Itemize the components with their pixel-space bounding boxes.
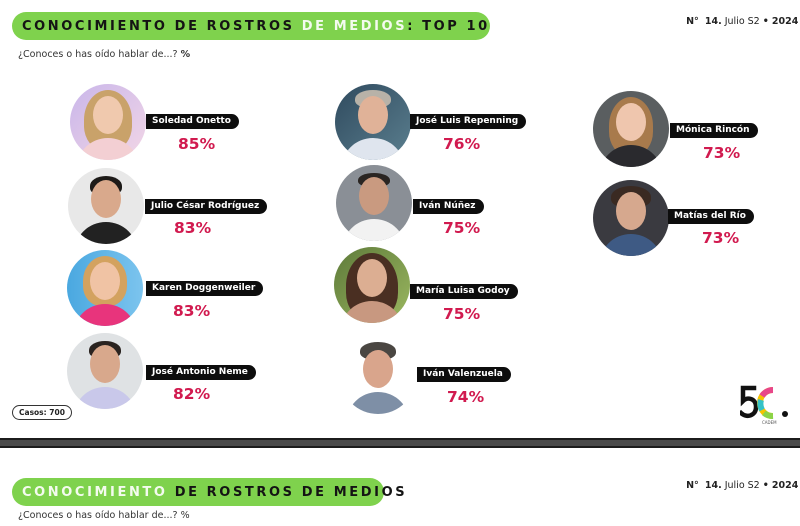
question-unit: % — [180, 49, 191, 60]
person-value: 75% — [443, 305, 481, 323]
question-text: ¿Conoces o has oído hablar de...? — [18, 49, 178, 60]
issue-prefix: N° — [686, 16, 699, 27]
issue-year: 2024 — [771, 480, 799, 491]
title-part: CONOCIMIENTO — [22, 484, 175, 500]
person-name: Iván Valenzuela — [417, 367, 511, 382]
person-photo — [340, 338, 416, 414]
person-photo — [334, 247, 410, 323]
slide-rostros: CONOCIMIENTO DE ROSTROS DE MEDIOS ¿Conoc… — [0, 449, 800, 526]
issue-period: Julio S2 — [724, 16, 760, 27]
issue-dot: • — [762, 480, 769, 491]
person-value: 74% — [447, 388, 485, 406]
person-name: José Antonio Neme — [146, 365, 256, 380]
title-part: DE MEDIOS — [301, 18, 408, 34]
person-name: María Luisa Godoy — [410, 284, 518, 299]
issue-prefix: N° — [686, 480, 699, 491]
sample-size-badge: Casos: 700 — [12, 405, 72, 420]
title-banner: CONOCIMIENTO DE ROSTROS DE MEDIOS: TOP 1… — [12, 12, 490, 40]
person-value: 73% — [702, 229, 740, 247]
person-photo — [67, 333, 143, 409]
issue-dot: • — [762, 16, 769, 27]
title-part: : TOP 10 — [407, 18, 490, 34]
issue-info: N° 14. Julio S2 • 2024 — [674, 469, 798, 502]
question-subtitle: ¿Conoces o has oído hablar de...? % — [18, 510, 190, 521]
issue-year: 2024 — [771, 16, 799, 27]
title-banner: CONOCIMIENTO DE ROSTROS DE MEDIOS — [12, 478, 405, 506]
person-name: Iván Núñez — [413, 199, 484, 214]
person-value: 73% — [703, 144, 741, 162]
person-value: 76% — [443, 135, 481, 153]
slide-separator — [0, 438, 800, 448]
person-value: 85% — [178, 135, 216, 153]
person-value: 75% — [443, 219, 481, 237]
person-value: 83% — [173, 302, 211, 320]
person-name: Julio César Rodríguez — [145, 199, 268, 214]
person-name: José Luis Repenning — [410, 114, 527, 129]
person-name: Karen Doggenweiler — [146, 281, 264, 296]
title-part: CONOCIMIENTO DE ROSTROS — [22, 18, 302, 34]
person-value: 82% — [173, 385, 211, 403]
person-value: 83% — [174, 219, 212, 237]
issue-period: Julio S2 — [724, 480, 760, 491]
cadem-logo: CADEM — [737, 384, 790, 428]
cadem-logo-icon — [737, 385, 788, 419]
person-photo — [336, 165, 412, 241]
person-name: Matías del Río — [668, 209, 754, 224]
question-subtitle: ¿Conoces o has oído hablar de...? % — [18, 49, 190, 60]
person-photo — [335, 84, 411, 160]
person-photo — [593, 180, 669, 256]
slide-top10: CONOCIMIENTO DE ROSTROS DE MEDIOS: TOP 1… — [12, 5, 799, 428]
title-part: DE ROSTROS DE MEDIOS — [174, 484, 408, 500]
logo-caption: CADEM — [762, 420, 777, 425]
person-name: Soledad Onetto — [146, 114, 239, 129]
person-name: Mónica Rincón — [670, 123, 758, 138]
person-photo — [593, 91, 669, 167]
issue-info: N° 14. Julio S2 • 2024 — [674, 5, 798, 38]
person-photo — [70, 84, 146, 160]
person-photo — [67, 250, 143, 326]
issue-number: 14. — [704, 16, 722, 27]
person-photo — [68, 168, 144, 244]
issue-number: 14. — [704, 480, 722, 491]
